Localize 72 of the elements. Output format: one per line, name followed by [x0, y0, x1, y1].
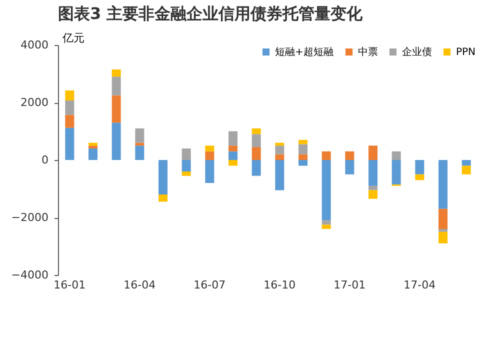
bar: [65, 90, 74, 100]
x-tick-label: 17-01: [334, 278, 366, 292]
bar: [298, 160, 308, 166]
bar: [182, 160, 191, 172]
bar: [368, 146, 378, 160]
bar: [462, 160, 471, 166]
bar: [275, 146, 284, 154]
x-tick-label: 16-10: [264, 278, 296, 292]
bar: [158, 160, 168, 194]
bar: [252, 160, 261, 176]
bar: [158, 194, 168, 202]
bar: [438, 232, 448, 244]
legend-label: PPN: [456, 47, 476, 58]
bar: [182, 172, 191, 176]
bar: [368, 186, 378, 190]
bar: [252, 147, 261, 160]
bar: [438, 229, 448, 232]
bar: [322, 224, 331, 229]
legend-label: 中票: [358, 46, 378, 58]
bar: [275, 160, 284, 190]
bar: [252, 134, 261, 148]
bar: [88, 146, 98, 148]
bar: [135, 128, 144, 143]
bar: [205, 160, 214, 183]
bar: [345, 160, 354, 174]
x-tick-label: 17-04: [404, 278, 436, 292]
bar: [228, 146, 238, 152]
bar: [298, 144, 308, 154]
bar: [112, 95, 121, 123]
bar: [228, 131, 238, 146]
bar: [345, 151, 354, 160]
y-tick-label: 4000: [20, 38, 48, 52]
bar: [462, 166, 471, 174]
bar: [392, 151, 401, 160]
bar: [322, 160, 331, 220]
bar: [205, 151, 214, 160]
bar: [135, 146, 144, 160]
bar: [298, 140, 308, 144]
bar: [368, 190, 378, 199]
bar: [252, 128, 261, 134]
bar: [65, 114, 74, 128]
legend-label: 短融+超短融: [275, 46, 334, 58]
y-tick-label: 0: [42, 154, 48, 166]
bar: [65, 128, 74, 160]
chart-title: 图表3 主要非金融企业信用债券托管量变化: [58, 4, 364, 23]
y-tick-label: −4000: [11, 268, 48, 282]
bar: [438, 208, 448, 229]
bar: [322, 220, 331, 225]
y-axis-title: 亿元: [62, 32, 84, 44]
bar: [298, 154, 308, 160]
y-tick-label: −2000: [11, 211, 48, 224]
bar: [112, 69, 121, 77]
bar: [205, 146, 214, 152]
bar: [415, 174, 424, 180]
bar: [322, 151, 331, 160]
bar: [392, 160, 401, 184]
bar: [65, 100, 74, 115]
bar: [228, 160, 238, 166]
bar: [112, 122, 121, 160]
x-tick-label: 16-01: [54, 278, 86, 292]
x-tick-label: 16-04: [124, 278, 156, 292]
bar: [368, 160, 378, 186]
legend-label: 企业债: [402, 46, 432, 58]
x-tick-label: 16-07: [194, 278, 226, 292]
bar: [112, 76, 121, 96]
bar: [415, 160, 424, 174]
bar: [438, 160, 448, 209]
bar: [88, 148, 98, 160]
bar: [182, 148, 191, 160]
y-tick-label: 2000: [20, 96, 48, 109]
bar: [228, 151, 238, 160]
bar: [275, 154, 284, 160]
